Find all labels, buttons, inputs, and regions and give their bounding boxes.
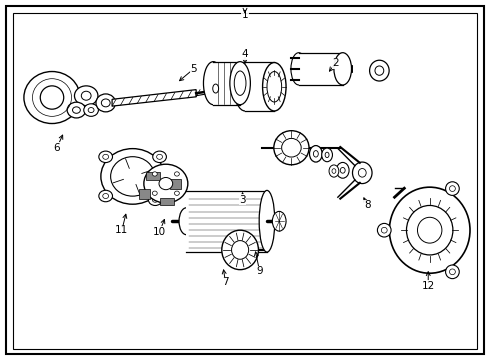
Ellipse shape xyxy=(232,240,248,259)
Ellipse shape xyxy=(73,107,80,113)
Ellipse shape xyxy=(144,164,188,203)
Text: 4: 4 xyxy=(242,49,248,59)
Ellipse shape xyxy=(111,157,155,196)
Ellipse shape xyxy=(274,131,309,165)
Ellipse shape xyxy=(148,194,162,206)
Ellipse shape xyxy=(81,91,91,100)
Ellipse shape xyxy=(375,66,384,75)
Text: 6: 6 xyxy=(53,143,60,153)
Ellipse shape xyxy=(449,269,455,275)
Ellipse shape xyxy=(352,162,372,184)
Ellipse shape xyxy=(334,53,351,85)
Ellipse shape xyxy=(325,152,329,158)
Bar xyxy=(170,179,180,189)
Ellipse shape xyxy=(322,148,332,162)
Text: 9: 9 xyxy=(256,266,263,276)
Ellipse shape xyxy=(449,186,455,192)
Ellipse shape xyxy=(99,151,113,163)
Ellipse shape xyxy=(174,172,179,176)
Bar xyxy=(160,198,173,206)
Ellipse shape xyxy=(96,94,116,112)
Ellipse shape xyxy=(332,169,336,174)
Ellipse shape xyxy=(208,78,223,99)
Ellipse shape xyxy=(88,108,94,113)
Text: 5: 5 xyxy=(191,64,197,74)
Bar xyxy=(213,62,240,105)
Ellipse shape xyxy=(101,99,110,107)
Text: 2: 2 xyxy=(332,58,339,68)
Ellipse shape xyxy=(174,191,179,195)
Ellipse shape xyxy=(336,162,349,178)
Ellipse shape xyxy=(101,149,164,204)
Ellipse shape xyxy=(230,62,250,105)
Ellipse shape xyxy=(152,197,158,202)
Ellipse shape xyxy=(40,86,64,109)
Ellipse shape xyxy=(377,224,391,237)
Ellipse shape xyxy=(358,168,366,177)
Text: 3: 3 xyxy=(239,195,246,205)
Ellipse shape xyxy=(213,84,219,93)
Ellipse shape xyxy=(84,104,98,116)
Ellipse shape xyxy=(234,71,246,95)
Ellipse shape xyxy=(157,154,163,159)
Ellipse shape xyxy=(152,191,157,195)
Ellipse shape xyxy=(67,102,86,118)
Ellipse shape xyxy=(152,172,157,176)
Bar xyxy=(343,65,352,72)
Bar xyxy=(245,63,274,111)
Ellipse shape xyxy=(272,211,286,231)
Ellipse shape xyxy=(103,193,109,198)
Bar xyxy=(299,53,343,85)
Ellipse shape xyxy=(99,190,113,202)
Ellipse shape xyxy=(381,227,387,233)
Ellipse shape xyxy=(259,190,275,252)
Text: 1: 1 xyxy=(242,10,248,20)
Ellipse shape xyxy=(407,206,453,255)
Bar xyxy=(186,190,267,252)
Ellipse shape xyxy=(203,62,223,105)
Ellipse shape xyxy=(24,72,80,123)
Ellipse shape xyxy=(153,151,167,163)
Ellipse shape xyxy=(159,177,172,190)
Bar xyxy=(147,172,160,180)
Ellipse shape xyxy=(329,165,339,177)
Ellipse shape xyxy=(267,72,282,102)
Ellipse shape xyxy=(340,167,345,173)
Ellipse shape xyxy=(445,182,459,195)
Ellipse shape xyxy=(179,208,194,235)
Ellipse shape xyxy=(103,154,109,159)
Ellipse shape xyxy=(234,63,256,111)
Polygon shape xyxy=(112,90,196,106)
Text: 7: 7 xyxy=(222,277,229,287)
Ellipse shape xyxy=(74,86,98,105)
Ellipse shape xyxy=(369,60,389,81)
Ellipse shape xyxy=(291,53,307,85)
Ellipse shape xyxy=(445,265,459,279)
Ellipse shape xyxy=(282,138,301,157)
Text: 12: 12 xyxy=(421,281,435,291)
Ellipse shape xyxy=(417,217,442,243)
Ellipse shape xyxy=(310,145,322,162)
Ellipse shape xyxy=(222,230,258,270)
Text: 10: 10 xyxy=(153,227,166,237)
Text: 11: 11 xyxy=(115,225,128,235)
Text: 8: 8 xyxy=(364,200,370,210)
Bar xyxy=(140,189,150,199)
Ellipse shape xyxy=(390,187,470,273)
Ellipse shape xyxy=(263,63,286,111)
Ellipse shape xyxy=(314,150,318,157)
